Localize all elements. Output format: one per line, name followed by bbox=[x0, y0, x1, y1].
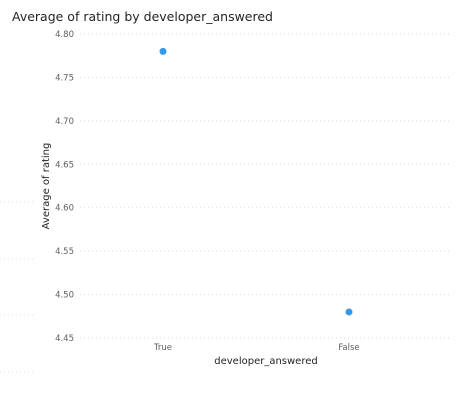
y-axis-ticks: 4.80 4.75 4.70 4.65 4.60 4.55 4.50 4.45 bbox=[55, 30, 74, 344]
y-tick-label: 4.50 bbox=[55, 291, 74, 301]
y-tick-label: 4.45 bbox=[55, 334, 74, 344]
x-axis-title: developer_answered bbox=[214, 356, 317, 367]
x-axis-ticks: True False bbox=[153, 343, 360, 353]
y-tick-label: 4.80 bbox=[55, 30, 74, 40]
y-tick-label: 4.55 bbox=[55, 247, 74, 257]
y-tick-label: 4.60 bbox=[55, 204, 74, 214]
gridlines bbox=[80, 33, 452, 339]
data-point[interactable] bbox=[345, 308, 353, 316]
data-point[interactable] bbox=[159, 47, 167, 55]
x-tick-label: False bbox=[338, 343, 359, 353]
chart-title: Average of rating by developer_answered bbox=[12, 9, 273, 24]
x-tick-label: True bbox=[153, 343, 172, 353]
y-axis-title: Average of rating bbox=[41, 143, 52, 230]
background-dotted-lines bbox=[0, 201, 36, 373]
y-tick-label: 4.75 bbox=[55, 73, 74, 83]
y-tick-label: 4.65 bbox=[55, 160, 74, 170]
y-tick-label: 4.70 bbox=[55, 117, 74, 127]
data-points bbox=[159, 47, 353, 316]
